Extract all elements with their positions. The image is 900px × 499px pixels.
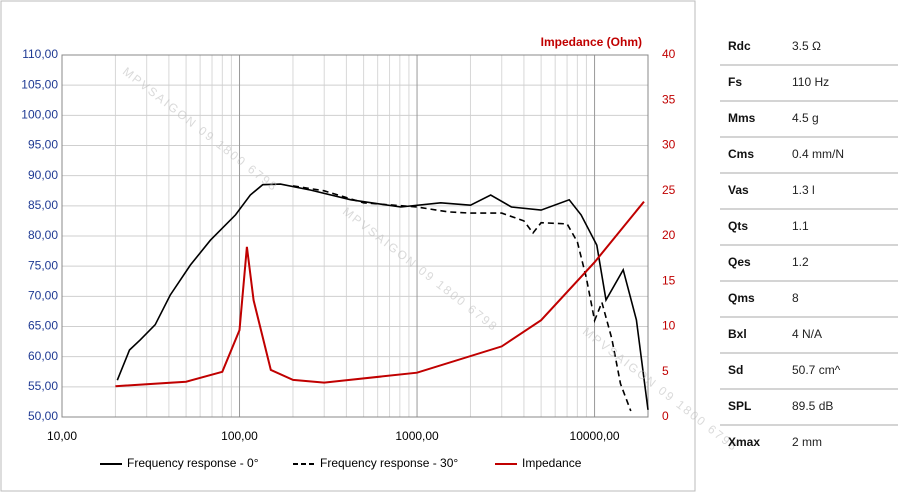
legend-label: Frequency response - 30° <box>320 456 458 470</box>
y2-tick-label: 20 <box>662 228 676 242</box>
y2-tick-label: 15 <box>662 273 676 287</box>
spec-label: Sd <box>728 363 743 377</box>
y-tick-label: 105,00 <box>21 77 58 91</box>
lines <box>115 183 649 412</box>
y2-tick-label: 40 <box>662 47 676 61</box>
x-tick-label: 10000,00 <box>570 429 620 443</box>
y-tick-label: 110,00 <box>22 47 58 61</box>
y2-tick-label: 35 <box>662 92 676 106</box>
spec-value: 2 mm <box>792 435 822 449</box>
y-tick-label: 90,00 <box>28 168 58 182</box>
plot-frame <box>61 54 649 418</box>
spec-label: Qes <box>728 255 751 269</box>
spec-label: SPL <box>728 399 751 413</box>
spec-value: 4.5 g <box>792 111 819 125</box>
x-tick-label: 1000,00 <box>395 429 439 443</box>
legend-label: Frequency response - 0° <box>127 456 259 470</box>
y-tick-label: 55,00 <box>28 379 58 393</box>
spec-value: 110 Hz <box>792 75 829 89</box>
spec-label: Xmax <box>728 435 760 449</box>
spec-value: 1.1 <box>792 219 809 233</box>
y2-axis-label: Impedance (Ohm) <box>541 35 642 49</box>
y-tick-label: 95,00 <box>28 138 58 152</box>
spec-value: 50.7 cm^ <box>792 363 841 377</box>
spec-label: Fs <box>728 75 742 89</box>
spec-label: Rdc <box>728 39 751 53</box>
spec-table: Rdc 3.5 Ω Fs 110 Hz Mms 4.5 g Cms 0.4 mm/N Vas 1.… <box>720 39 898 449</box>
y-tick-label: 75,00 <box>28 258 58 272</box>
spec-value: 4 N/A <box>792 327 822 341</box>
y-tick-label: 85,00 <box>28 198 58 212</box>
y-tick-label: 100,00 <box>21 108 58 122</box>
chart-frame <box>0 0 696 492</box>
spec-label: Cms <box>728 147 754 161</box>
spec-value: 0.4 mm/N <box>792 147 844 161</box>
spec-value: 8 <box>792 291 799 305</box>
spec-value: 1.2 <box>792 255 809 269</box>
y2-tick-label: 30 <box>662 138 676 152</box>
spec-label: Bxl <box>728 327 747 341</box>
series-line <box>115 200 645 388</box>
y-tick-label: 65,00 <box>28 319 58 333</box>
grid <box>61 54 649 418</box>
spec-value: 1.3 l <box>792 183 815 197</box>
spec-value: 3.5 Ω <box>792 39 821 53</box>
x-tick-label: 100,00 <box>221 429 258 443</box>
x-tick-label: 10,00 <box>47 429 77 443</box>
y2-tick-label: 25 <box>662 183 676 197</box>
spec-label: Vas <box>728 183 749 197</box>
legend-label: Impedance <box>522 456 582 470</box>
y2-tick-label: 5 <box>662 364 669 378</box>
spec-label: Mms <box>728 111 756 125</box>
y-tick-label: 50,00 <box>28 409 58 423</box>
spec-label: Qts <box>728 219 748 233</box>
y-tick-label: 80,00 <box>28 228 58 242</box>
spec-label: Qms <box>728 291 755 305</box>
y-tick-label: 70,00 <box>28 289 58 303</box>
y-tick-label: 60,00 <box>28 349 58 363</box>
y2-tick-label: 10 <box>662 319 676 333</box>
y2-tick-label: 0 <box>662 409 669 423</box>
spec-value: 89.5 dB <box>792 399 833 413</box>
